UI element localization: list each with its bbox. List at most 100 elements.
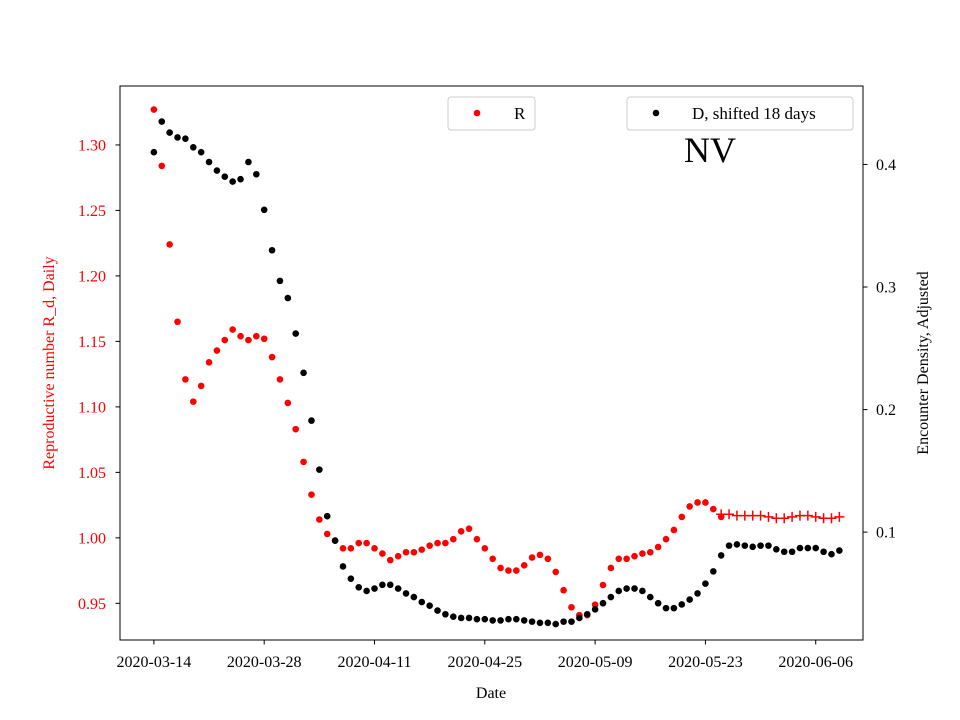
r-point	[150, 106, 158, 113]
d-point	[536, 619, 544, 627]
legend-r-marker	[473, 109, 481, 117]
d-point	[686, 596, 693, 603]
r-point	[323, 530, 331, 538]
d-point	[237, 175, 244, 183]
d-point	[631, 585, 638, 592]
r-point	[221, 336, 229, 344]
d-point	[166, 129, 173, 136]
r-point	[245, 336, 252, 344]
d-point	[520, 617, 528, 624]
r-point	[457, 527, 465, 535]
r-point	[379, 550, 386, 557]
r-point	[347, 545, 355, 552]
legend-d-marker	[652, 109, 660, 117]
d-point	[576, 614, 583, 622]
r-point	[371, 545, 378, 552]
y-right-tick-label: 0.3	[876, 280, 896, 297]
d-point	[386, 581, 394, 589]
d-point	[757, 542, 764, 549]
r-point	[158, 162, 166, 170]
d-point	[197, 148, 205, 156]
y-left-tick-label: 1.10	[78, 399, 106, 416]
r-point	[513, 567, 520, 574]
r-forecast-point	[802, 510, 813, 521]
x-tick-label: 2020-04-25	[447, 654, 522, 671]
r-point	[284, 399, 292, 407]
r-point	[631, 552, 638, 560]
r-point	[386, 556, 394, 564]
r-point	[229, 326, 236, 333]
d-point	[828, 550, 835, 558]
r-point	[615, 555, 623, 563]
d-point	[528, 618, 536, 625]
y-left-tick-label: 1.00	[78, 530, 106, 547]
legend-r: R	[447, 96, 536, 131]
d-point	[473, 615, 481, 623]
d-point	[788, 548, 796, 556]
d-point	[308, 417, 315, 424]
d-point	[442, 610, 449, 618]
d-point	[284, 294, 292, 302]
d-point	[182, 135, 189, 143]
y-left-tick-label: 1.20	[78, 268, 106, 285]
y-axis-right-label: Encounter Density, Adjusted	[915, 271, 932, 454]
d-point	[654, 599, 662, 607]
r-point	[473, 535, 481, 543]
r-forecast-point	[787, 511, 798, 522]
plot-area	[120, 86, 863, 640]
d-point	[229, 178, 236, 185]
d-point	[394, 585, 402, 592]
d-point	[812, 544, 820, 552]
y-axis-right: 0.1 0.2 0.3 0.4	[863, 157, 896, 542]
r-point	[253, 332, 260, 340]
d-point	[497, 617, 504, 624]
d-point	[709, 568, 717, 575]
d-point	[646, 593, 654, 601]
r-point	[670, 526, 678, 534]
r-point	[197, 382, 205, 390]
d-point	[591, 606, 599, 613]
d-point	[221, 173, 229, 180]
d-point	[457, 614, 465, 622]
d-point	[260, 206, 268, 214]
r-point	[536, 551, 544, 559]
d-point	[371, 585, 378, 592]
d-point	[513, 615, 520, 623]
r-point	[174, 318, 181, 326]
r-point	[410, 548, 418, 556]
d-point	[741, 542, 749, 549]
r-point	[316, 516, 323, 523]
d-point	[316, 466, 323, 473]
x-tick-label: 2020-05-23	[668, 654, 743, 671]
legend-d-label: D, shifted 18 days	[692, 104, 816, 123]
d-point	[150, 148, 158, 156]
d-point	[717, 552, 725, 559]
d-point	[449, 613, 457, 621]
y-axis-left-label: Reproductive number R_d, Daily	[41, 256, 58, 469]
plot-frame	[119, 85, 864, 641]
legend-d: D, shifted 18 days	[626, 96, 854, 131]
r-point	[268, 353, 276, 361]
r-point	[639, 550, 646, 557]
d-point	[418, 598, 426, 606]
x-tick-label: 2020-06-06	[778, 654, 853, 671]
y-right-tick-label: 0.4	[876, 157, 896, 174]
data-marks	[150, 106, 845, 628]
d-point	[481, 615, 489, 623]
r-point	[528, 554, 536, 561]
r-point	[505, 567, 512, 574]
d-point	[607, 593, 615, 601]
r-point	[355, 539, 363, 547]
r-forecast-point	[779, 513, 790, 524]
r-point	[702, 499, 709, 506]
r-point	[520, 562, 528, 569]
r-point	[300, 458, 307, 466]
r-point	[560, 586, 567, 594]
r-point	[166, 241, 173, 248]
r-point	[308, 491, 315, 498]
r-point	[654, 543, 662, 551]
r-forecast-point	[763, 511, 774, 522]
legend-d-box	[626, 96, 854, 131]
d-point	[505, 615, 512, 623]
r-point	[646, 548, 654, 556]
